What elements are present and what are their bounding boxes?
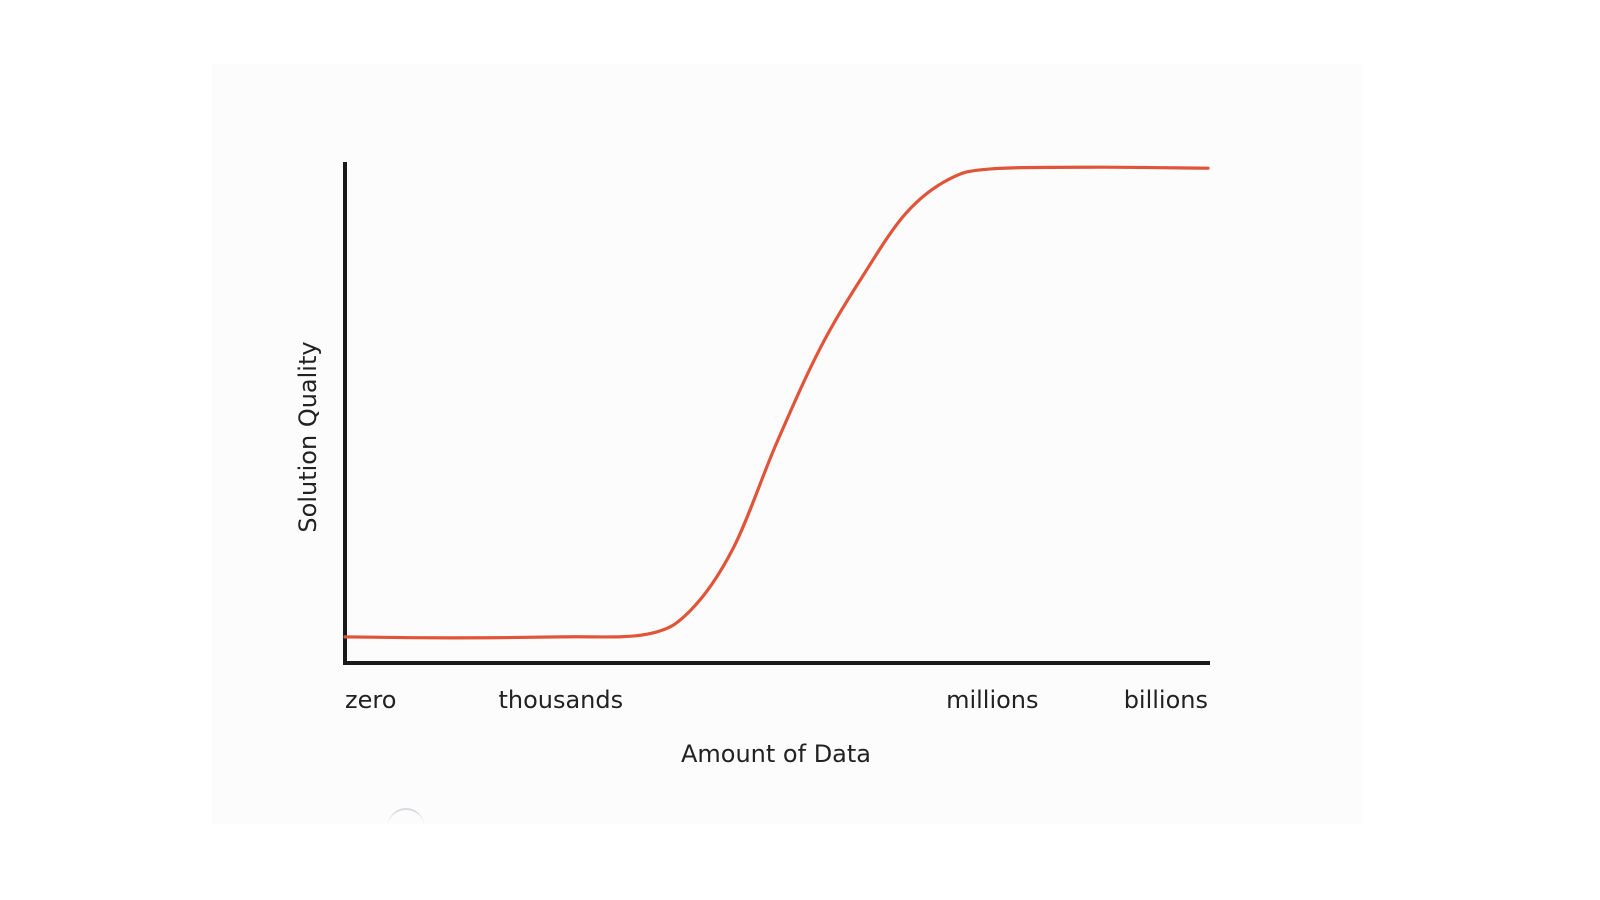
y-axis-title: Solution Quality <box>294 341 322 532</box>
x-tick-label: billions <box>1124 686 1208 714</box>
x-tick-label: zero <box>345 686 396 714</box>
x-tick-label: thousands <box>498 686 623 714</box>
x-axis-title: Amount of Data <box>681 740 871 768</box>
slide-background <box>212 64 1362 824</box>
x-tick-label: millions <box>946 686 1038 714</box>
series-line <box>343 165 1210 640</box>
faint-mark <box>388 808 424 826</box>
x-tick-labels: zero thousands millions billions <box>345 686 1208 714</box>
